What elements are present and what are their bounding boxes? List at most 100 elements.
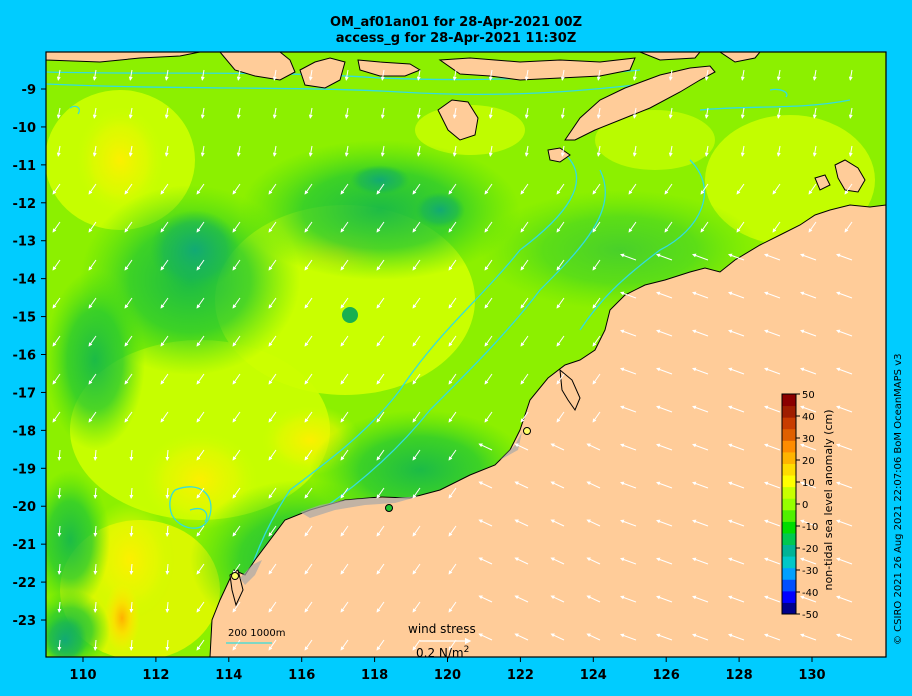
wind-arrow (196, 449, 205, 461)
wind-arrow (478, 443, 493, 451)
wind-arrow (448, 601, 457, 613)
wind-arrow (524, 107, 529, 119)
wind-arrow (232, 601, 241, 613)
wind-arrow (556, 411, 565, 423)
wind-arrow (160, 411, 169, 423)
colorbar-tick-label: 0 (802, 500, 808, 511)
wind-arrow (800, 481, 817, 489)
wind-arrow (412, 259, 421, 271)
credit-text: © CSIRO 2021 26 Aug 2021 22:07:06 BoM Oc… (893, 353, 904, 646)
wind-arrow (93, 639, 98, 651)
wind-arrow (376, 525, 385, 537)
wind-arrow (340, 373, 349, 385)
wind-arrow (196, 487, 205, 499)
wind-arrow (478, 481, 493, 489)
wind-arrow (586, 633, 601, 641)
wind-arrow (800, 329, 817, 337)
wind-arrow (776, 107, 781, 119)
wind-arrow (524, 69, 529, 81)
wind-arrow (692, 519, 709, 527)
wind-arrow (478, 519, 493, 527)
wind-arrow (129, 525, 134, 537)
wind-arrow (764, 443, 781, 451)
x-tick-label: 118 (361, 668, 388, 683)
wind-arrow (200, 145, 205, 157)
wind-arrow (488, 69, 493, 81)
colorbar-segment (782, 463, 796, 476)
wind-arrow (308, 145, 313, 157)
wind-arrow (772, 183, 781, 195)
wind-arrow (620, 291, 637, 299)
wind-arrow (56, 69, 61, 81)
station-marker (385, 504, 393, 512)
wind-arrow (620, 329, 637, 337)
wind-arrow (800, 291, 817, 299)
x-tick-label: 130 (798, 668, 825, 683)
wind-arrow (632, 145, 637, 157)
wind-arrow (592, 297, 601, 309)
wind-arrow (704, 69, 709, 81)
wind-arrow (836, 329, 853, 337)
wind-arrow (416, 107, 421, 119)
wind-arrow (668, 69, 673, 81)
wind-arrow (376, 487, 385, 499)
colorbar-segment (782, 394, 796, 407)
wind-arrow (304, 601, 313, 613)
wind-arrow (620, 633, 637, 641)
wind-arrow (656, 329, 673, 337)
y-tick-label: -9 (22, 83, 36, 98)
wind-arrow (376, 563, 385, 575)
wind-arrow (728, 443, 745, 451)
wind-arrow (812, 107, 817, 119)
wind-arrow (836, 443, 853, 451)
wind-arrow (620, 405, 637, 413)
wind-arrow (340, 639, 349, 651)
wind-arrow (844, 221, 853, 233)
wind-arrow (700, 183, 709, 195)
figure-title-line1: OM_af01an01 for 28-Apr-2021 00Z (329, 15, 583, 30)
wind-arrow (304, 449, 313, 461)
wind-arrow (93, 525, 98, 537)
wind-arrow (92, 145, 97, 157)
y-tick-label: -15 (13, 311, 37, 326)
wind-arrow (165, 563, 170, 575)
wind-arrow (656, 443, 673, 451)
wind-arrow (484, 221, 493, 233)
wind-arrow (196, 563, 205, 575)
colorbar-segment (782, 440, 796, 453)
wind-arrow (656, 595, 673, 603)
wind-stress-unit: 0.2 N/m2 (416, 645, 469, 660)
wind-arrow (800, 519, 817, 527)
wind-arrow (520, 259, 529, 271)
wind-arrow (268, 411, 277, 423)
wind-arrow (556, 183, 565, 195)
colorbar-segment (782, 405, 796, 418)
wind-arrow (165, 601, 170, 613)
wind-arrow (836, 367, 853, 375)
colorbar-tick-label: 20 (802, 456, 815, 467)
wind-arrow (93, 563, 98, 575)
wind-arrow (452, 145, 457, 157)
wind-arrow (88, 373, 97, 385)
colorbar-segment (782, 475, 796, 488)
wind-arrow (592, 221, 601, 233)
y-tick-label: -19 (13, 462, 37, 477)
wind-arrow (52, 297, 61, 309)
wind-arrow (484, 183, 493, 195)
wind-arrow (268, 639, 277, 651)
colorbar-segment (782, 451, 796, 464)
wind-arrow (520, 183, 529, 195)
wind-arrow (596, 69, 601, 81)
figure-title-line2: access_g for 28-Apr-2021 11:30Z (335, 31, 577, 46)
wind-arrow (57, 563, 62, 575)
wind-arrow (412, 373, 421, 385)
wind-arrow (692, 595, 709, 603)
wind-arrow (848, 69, 853, 81)
wind-arrow (728, 633, 745, 641)
wind-arrow (488, 107, 493, 119)
wind-arrow (620, 367, 637, 375)
wind-arrow (620, 557, 637, 565)
wind-arrow (728, 367, 745, 375)
colorbar: 50 40 30 20 10 0 -10 -20 -30 -40 -50 (781, 390, 818, 621)
wind-arrow (93, 487, 98, 499)
